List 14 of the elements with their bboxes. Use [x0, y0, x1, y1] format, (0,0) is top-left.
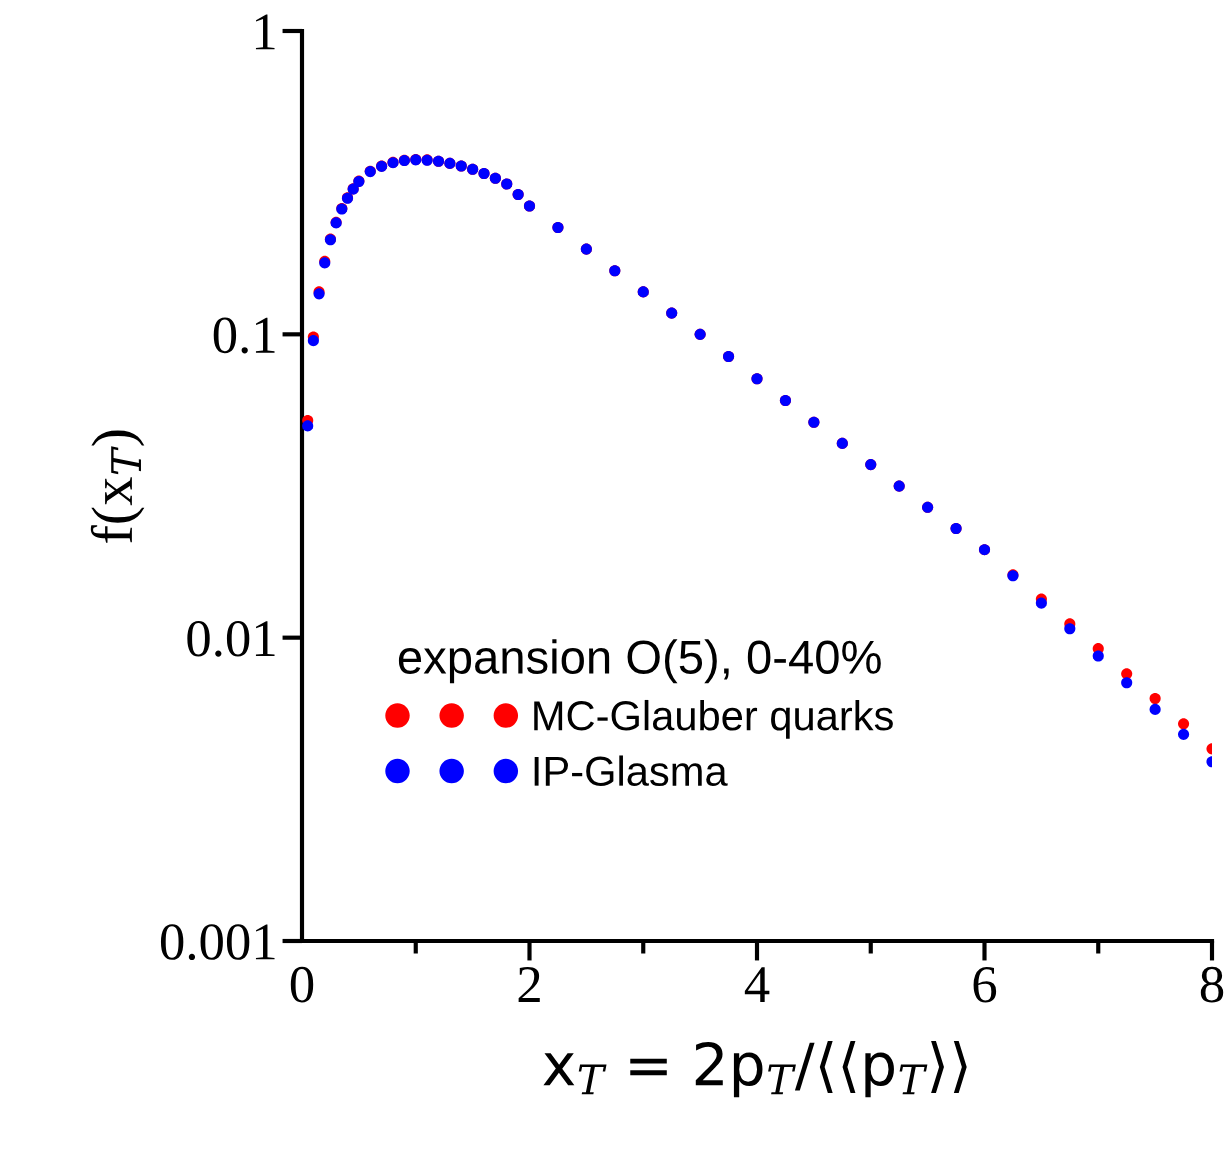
y-tick-label: 0.01 [187, 620, 275, 657]
y-axis-title: f(x$_{T}$) [90, 430, 145, 543]
y-tick-label: 0.1 [213, 317, 275, 354]
y-tick-label: 1 [255, 14, 275, 50]
legend-title: expansion O(5), 0-40% [398, 639, 881, 684]
y-tick-label: 0.001 [160, 924, 275, 961]
x-tick-label: 6 [973, 966, 997, 1003]
x-tick-label: 2 [518, 966, 540, 1002]
legend-label: IP-Glasma [534, 755, 728, 787]
x-tick-label: 4 [744, 967, 770, 1002]
x-axis-title: x$_{T}$ = 2p$_{T}$/⟨⟨p$_{T}$⟩⟩ [543, 1040, 967, 1098]
legend-label: MC-Glauber quarks [534, 699, 893, 739]
x-tick-label: 0 [290, 966, 314, 1003]
x-tick-label: 8 [1200, 966, 1224, 1003]
